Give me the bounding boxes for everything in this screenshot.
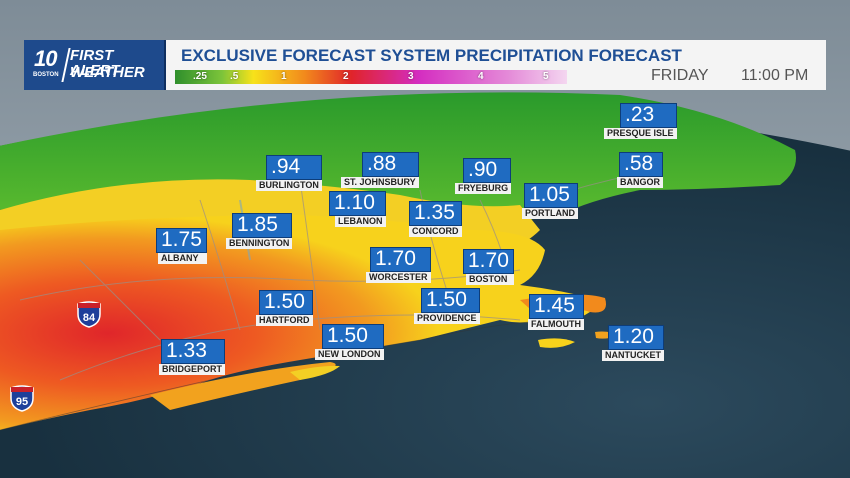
city-name: NANTUCKET [602,350,664,361]
station-logo: 10 BOSTON FIRST ALERT WEATHER [24,40,166,90]
legend-label: .5 [230,71,239,82]
precip-value: 1.20 [608,325,664,350]
precip-value: 1.70 [370,247,431,272]
city-marker-concord: 1.35 CONCORD [409,201,462,237]
city-marker-bridgeport: 1.33 BRIDGEPORT [159,339,226,375]
precip-value: .94 [266,155,322,180]
city-marker-albany: 1.75 ALBANY [156,228,207,264]
city-name: WORCESTER [366,272,431,283]
legend-label: 3 [408,71,414,82]
forecast-title: EXCLUSIVE FORECAST SYSTEM PRECIPITATION … [181,46,682,65]
city-name: NEW LONDON [315,349,384,360]
city-name: PORTLAND [522,208,578,219]
city-name: CONCORD [409,226,462,237]
city-marker-providence: 1.50 PROVIDENCE [414,288,480,324]
city-name: FRYEBURG [455,183,512,194]
city-marker-boston: 1.70 BOSTON [463,249,514,285]
city-marker-fryeburg: .90 FRYEBURG [455,158,512,194]
precip-value: 1.50 [421,288,480,313]
city-marker-presque-isle: .23 PRESQUE ISLE [604,103,677,139]
city-name: ST. JOHNSBURY [341,177,419,188]
city-marker-nantucket: 1.20 NANTUCKET [602,325,664,361]
precip-value: .23 [620,103,677,128]
legend-label: .25 [193,71,207,82]
logo-first-alert: FIRST ALERT [70,47,120,79]
precip-value: 1.10 [329,191,386,216]
city-marker-portland: 1.05 PORTLAND [522,183,578,219]
legend-label: 1 [281,71,287,82]
city-marker-falmouth: 1.45 FALMOUTH [528,294,584,330]
highway-label: 84 [83,312,96,324]
legend-label: 5 [543,71,549,82]
forecast-time: 11:00 PM [741,67,809,84]
precip-value: 1.33 [161,339,226,364]
precip-value: .88 [362,152,419,177]
logo-weather: WEATHER [70,64,145,81]
city-name: HARTFORD [256,315,313,326]
forecast-day: FRIDAY [651,67,709,84]
city-name: PRESQUE ISLE [604,128,677,139]
legend-label: 4 [478,71,484,82]
precip-value: 1.85 [232,213,293,238]
precip-value: 1.45 [529,294,584,319]
precip-value: .58 [619,152,663,177]
logo-city: BOSTON [33,72,59,78]
city-name: FALMOUTH [528,319,584,330]
title-panel: EXCLUSIVE FORECAST SYSTEM PRECIPITATION … [166,40,826,90]
interstate-84-shield-icon: 84 [77,301,101,328]
city-marker-lebanon: 1.10 LEBANON [329,191,386,227]
city-marker-st-johnsbury: .88 ST. JOHNSBURY [341,152,419,188]
precip-value: 1.75 [156,228,207,253]
precip-value: 1.35 [409,201,462,226]
precip-value: 1.70 [463,249,514,274]
precip-value: 1.50 [322,324,384,349]
city-name: PROVIDENCE [414,313,480,324]
city-marker-worcester: 1.70 WORCESTER [366,247,431,283]
city-marker-new-london: 1.50 NEW LONDON [315,324,384,360]
legend-gradient [175,70,567,84]
interstate-95-shield-icon: 95 [10,385,34,412]
precip-value: 1.05 [524,183,578,208]
city-name: LEBANON [335,216,386,227]
city-marker-hartford: 1.50 HARTFORD [256,290,313,326]
city-marker-bennington: 1.85 BENNINGTON [226,213,293,249]
precipitation-legend: .25 .5 1 2 3 4 5 [175,70,567,84]
city-name: ALBANY [158,253,207,264]
legend-label: 2 [343,71,349,82]
city-marker-bangor: .58 BANGOR [617,152,663,188]
city-marker-burlington: .94 BURLINGTON [256,155,322,191]
precip-value: .90 [463,158,512,183]
city-name: BANGOR [617,177,663,188]
logo-number: 10 [34,46,58,71]
city-name: BENNINGTON [226,238,293,249]
city-name: BRIDGEPORT [159,364,226,375]
highway-label: 95 [16,396,28,408]
forecast-header: 10 BOSTON FIRST ALERT WEATHER EXCLUSIVE … [24,40,826,90]
precip-value: 1.50 [259,290,313,315]
city-name: BURLINGTON [256,180,322,191]
city-name: BOSTON [466,274,514,285]
